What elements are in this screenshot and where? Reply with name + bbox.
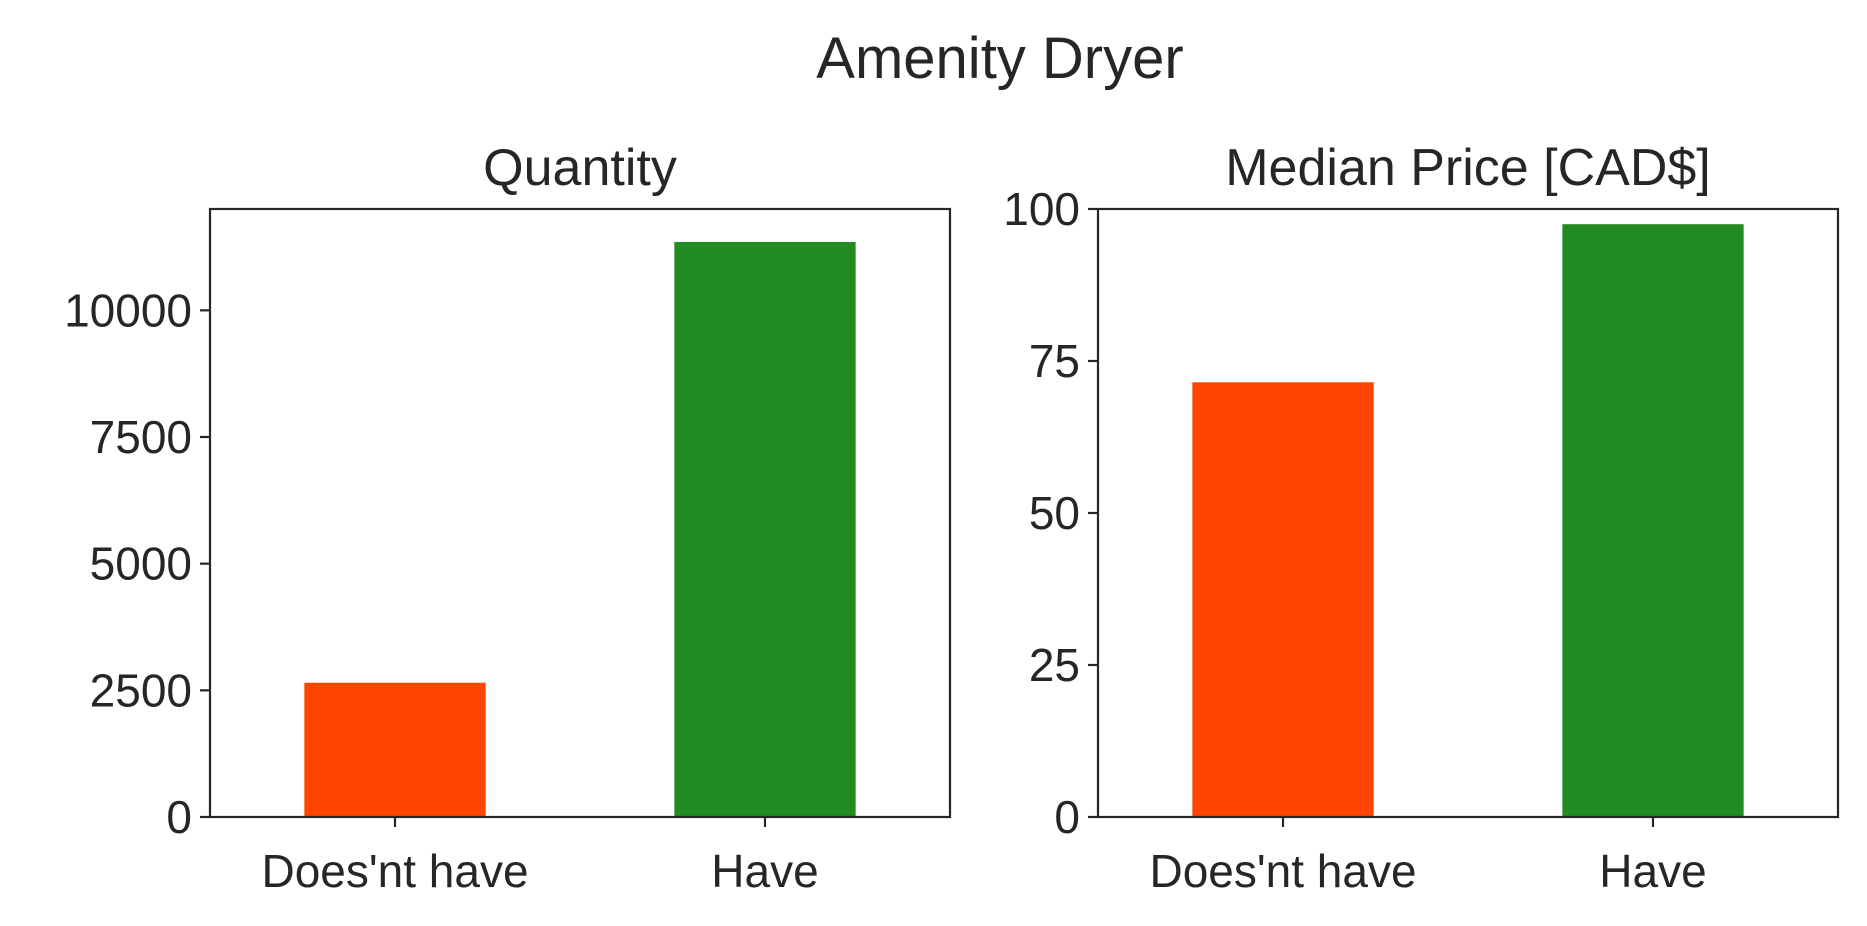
quantity-bar-doesnt-have (304, 682, 486, 816)
median-price-ytick-label: 100 (1003, 183, 1080, 235)
quantity-bar-have (674, 241, 856, 816)
median-price-ytick-label: 75 (1029, 335, 1080, 387)
quantity-title: Quantity (483, 139, 677, 197)
quantity-axes-frame (208, 207, 952, 819)
quantity-xtick-label: Have (711, 845, 818, 897)
quantity-ytick-label: 10000 (64, 284, 192, 336)
median-price-ytick-label: 50 (1029, 487, 1080, 539)
median-price-ytick-label: 25 (1029, 639, 1080, 691)
quantity-panel: Quantity 0 2500 5000 7500 10000 Does'nt have Ha… (64, 139, 952, 897)
median-price-bar-doesnt-have (1192, 382, 1374, 816)
median-price-bar-have (1562, 224, 1744, 816)
quantity-ytick-label: 2500 (90, 664, 192, 716)
median-price-panel: Median Price [CAD$] 0 25 50 75 100 Does'nt hav… (1003, 139, 1840, 897)
quantity-xtick-label: Does'nt have (261, 845, 528, 897)
median-price-title: Median Price [CAD$] (1225, 139, 1711, 197)
median-price-xtick-label: Have (1599, 845, 1706, 897)
quantity-ytick-label: 0 (166, 791, 192, 843)
figure-suptitle: Amenity Dryer (816, 26, 1183, 91)
quantity-ytick-label: 7500 (90, 411, 192, 463)
median-price-ytick-label: 0 (1054, 791, 1080, 843)
quantity-ytick-label: 5000 (90, 538, 192, 590)
median-price-xtick-label: Does'nt have (1149, 845, 1416, 897)
